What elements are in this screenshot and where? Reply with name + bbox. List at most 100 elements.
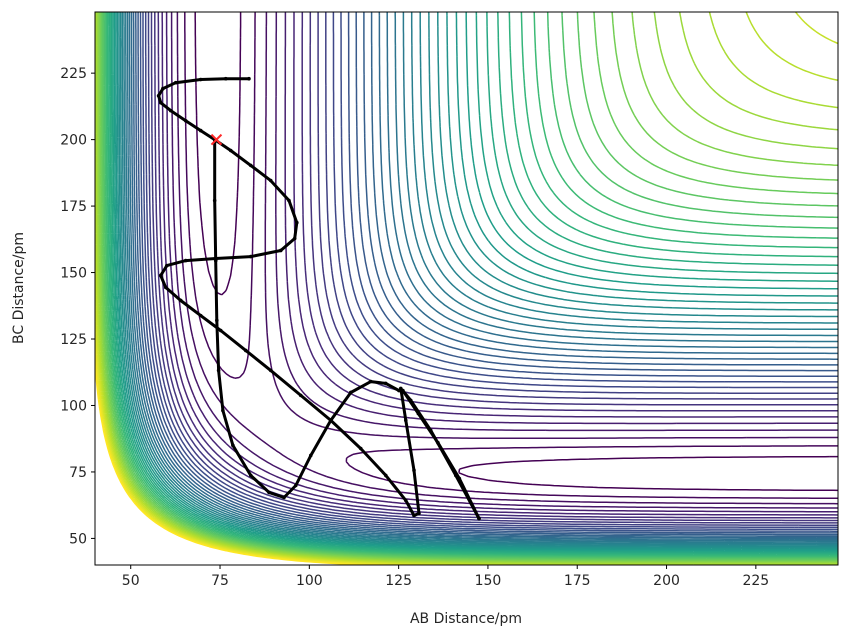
trajectory-point: [161, 86, 165, 91]
trajectory-point: [216, 368, 221, 373]
x-tick-label: 225: [742, 573, 769, 589]
y-tick-label: 50: [69, 531, 87, 547]
contour-level: [105, 12, 838, 558]
contour-level: [109, 12, 838, 555]
contour-level: [128, 12, 838, 541]
y-tick-label: 150: [60, 266, 87, 282]
contour-level: [144, 12, 838, 529]
y-tick-label: 125: [60, 332, 87, 348]
contour-level: [170, 12, 838, 509]
contour-level: [142, 12, 838, 531]
contour-level: [113, 12, 838, 552]
x-tick-label: 175: [564, 573, 591, 589]
trajectory-point: [403, 498, 408, 503]
contour-level: [118, 12, 838, 548]
contour-level: [139, 12, 838, 532]
contour-level: [157, 12, 838, 519]
contour-level: [110, 12, 838, 554]
y-axis: 50 75 100 125 150 175 200 225: [60, 66, 95, 547]
trajectory-point: [401, 388, 405, 393]
trajectory-point: [163, 285, 168, 290]
trajectory-point: [397, 388, 401, 393]
trajectory-point: [267, 490, 271, 495]
trajectory-point: [328, 418, 333, 423]
trajectory-point: [383, 473, 388, 478]
trajectory-point: [293, 483, 298, 488]
trajectory-layer: [156, 76, 481, 521]
trajectory-point: [243, 348, 248, 353]
trajectory-point: [213, 258, 218, 263]
contour-level: [116, 12, 838, 550]
trajectory-point: [292, 236, 297, 241]
trajectory-point: [156, 93, 161, 98]
trajectory-point: [178, 298, 183, 303]
y-tick-label: 225: [60, 66, 87, 82]
contour-level: [97, 12, 838, 564]
contour-level: [101, 12, 838, 561]
trajectory-point: [457, 476, 462, 481]
x-tick-label: 50: [122, 573, 140, 589]
trajectory-point: [212, 198, 217, 203]
y-axis-label: BC Distance/pm: [11, 232, 27, 344]
contour-level: [95, 12, 838, 565]
contour-level: [108, 12, 838, 556]
contour-level: [126, 12, 838, 542]
trajectory-point: [168, 108, 173, 113]
plot-background: [95, 12, 838, 565]
trajectory-point: [221, 408, 225, 413]
contour-level: [106, 12, 838, 557]
trajectory-point: [383, 381, 388, 386]
trajectory-point: [477, 516, 481, 521]
trajectory-point: [173, 80, 178, 85]
x-tick-label: 100: [296, 573, 323, 589]
contour-lines: [95, 12, 838, 565]
trajectory-point: [231, 443, 235, 448]
x-axis-label: AB Distance/pm: [410, 611, 522, 627]
contour-level: [123, 12, 838, 545]
contour-level: [176, 12, 838, 505]
trajectory-point: [308, 453, 313, 458]
trajectory-point: [412, 468, 416, 473]
trajectory-point: [215, 318, 219, 323]
y-tick-label: 200: [60, 133, 87, 149]
trajectory-point: [368, 379, 373, 384]
contour-level: [95, 348, 386, 565]
x-tick-label: 125: [385, 573, 412, 589]
trajectory-point: [268, 178, 273, 183]
trajectory-point: [198, 313, 203, 318]
contour-level: [95, 12, 838, 565]
trajectory-point: [247, 76, 251, 81]
trajectory-point: [416, 411, 421, 416]
trajectory-point: [412, 513, 416, 518]
trajectory-point: [164, 263, 169, 268]
trajectory-point: [248, 254, 253, 259]
contour-level: [104, 12, 838, 559]
x-tick-label: 75: [211, 573, 229, 589]
y-tick-label: 100: [60, 398, 87, 414]
trajectory-point: [403, 418, 408, 423]
trajectory-point: [268, 368, 273, 373]
trajectory-point: [295, 220, 299, 225]
contour-level: [135, 12, 838, 536]
trajectory-point: [183, 258, 188, 263]
contour-level: [119, 12, 838, 547]
trajectory-point: [287, 198, 291, 203]
contour-level: [150, 12, 838, 524]
contour-level: [115, 12, 838, 551]
trajectory-point: [223, 76, 228, 81]
trajectory-point: [348, 390, 353, 395]
contour-level: [95, 329, 412, 565]
trajectory-point: [183, 118, 188, 123]
contour-level: [125, 12, 838, 543]
trajectory-point: [218, 328, 223, 333]
contour-level: [147, 12, 838, 526]
contour-level: [130, 12, 838, 539]
trajectory-point: [198, 128, 203, 133]
contour-level: [132, 12, 838, 537]
contour-level: [137, 12, 838, 534]
trajectory-point: [248, 163, 253, 168]
contour-level: [99, 12, 838, 562]
trajectory-point: [198, 77, 203, 82]
trajectory-point: [282, 495, 286, 500]
